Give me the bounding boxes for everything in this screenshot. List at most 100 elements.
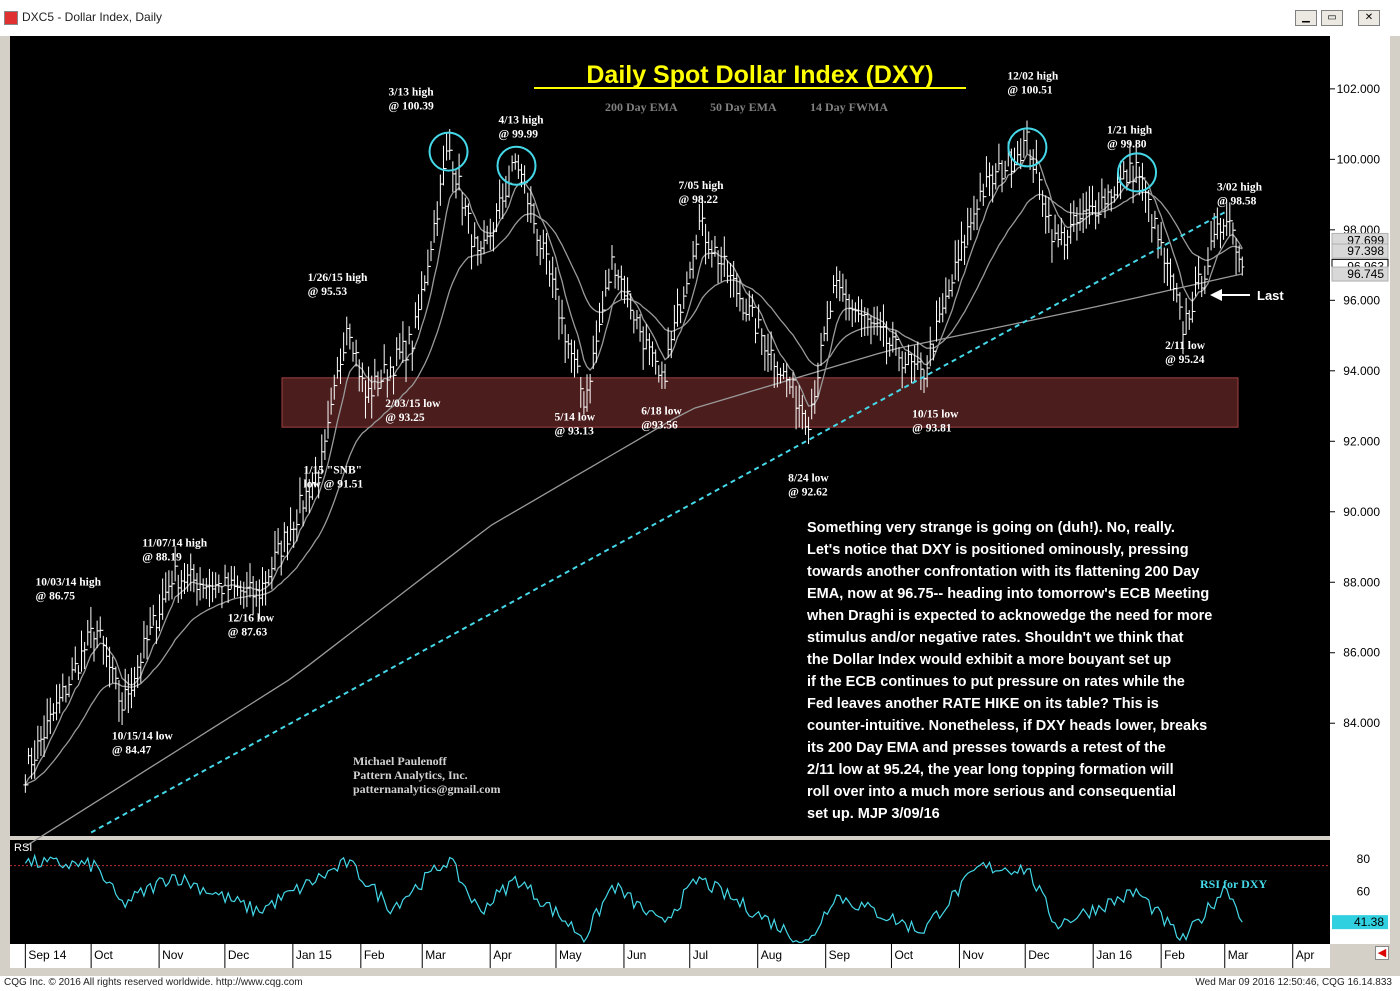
annotation-label: @ 92.62 [788, 486, 828, 498]
ema-200-line [24, 273, 1243, 848]
high-circle [1117, 152, 1158, 193]
annotation-label: @ 93.25 [385, 412, 425, 424]
annotation-label: 11/07/14 high [142, 538, 207, 550]
rsi-panel [10, 840, 1330, 944]
annotation-label: 1/21 high [1107, 124, 1153, 136]
commentary-line: stimulus and/or negative rates. Shouldn'… [807, 630, 1184, 646]
x-tick-label: Jan 16 [1096, 948, 1132, 962]
annotation-label: @ 98.22 [679, 194, 719, 206]
rsi-y-tick-label: 80 [1357, 852, 1371, 866]
x-tick-label: Mar [1228, 948, 1249, 962]
x-tick-label: Oct [894, 948, 913, 962]
annotation-label: 3/13 high [389, 87, 435, 99]
annotation-label: @ 95.24 [1165, 354, 1205, 366]
annotation-label: 6/18 low [641, 405, 682, 417]
restore-button[interactable]: ▭ [1321, 10, 1343, 26]
annotation-label: @ 86.75 [36, 590, 76, 602]
chart-title: Daily Spot Dollar Index (DXY) [586, 61, 933, 89]
annotation-label: @ 95.53 [308, 286, 348, 298]
commentary-line: towards another confrontation with its f… [807, 564, 1199, 580]
y-tick-label: 88.000 [1343, 575, 1380, 589]
x-tick-label: Feb [1164, 948, 1185, 962]
commentary-line: its 200 Day EMA and presses towards a re… [807, 740, 1166, 756]
app-icon [4, 11, 18, 25]
chart-area[interactable]: Daily Spot Dollar Index (DXY) 200 Day EMA… [10, 36, 1390, 976]
x-tick-label: Apr [493, 948, 512, 962]
copyright-text: CQG Inc. © 2016 All rights reserved worl… [4, 977, 303, 988]
commentary-line: if the ECB continues to put pressure on … [807, 674, 1185, 690]
annotation-label: @ 99.80 [1107, 138, 1147, 150]
annotation-label: 1/26/15 high [308, 272, 368, 284]
x-tick-label: Nov [962, 948, 983, 962]
last-arrow-icon [1210, 289, 1222, 301]
y-axis-panel [1330, 36, 1390, 944]
legend-item: 14 Day FWMA [810, 100, 888, 114]
author-credit: Michael Paulenoff [353, 754, 448, 768]
annotation-label: @ 93.13 [554, 425, 594, 437]
commentary-line: roll over into a much more serious and c… [807, 784, 1176, 800]
price-box [1331, 266, 1389, 282]
x-tick-label: Mar [425, 948, 446, 962]
x-tick-label: Feb [364, 948, 385, 962]
rsi-series-label: RSI for DXY [1200, 877, 1267, 891]
minimize-icon: ▁ [1302, 12, 1310, 23]
window-frame [0, 36, 10, 976]
author-credit: patternanalytics@gmail.com [353, 782, 500, 796]
commentary-line: Fed leaves another RATE HIKE on its tabl… [807, 696, 1159, 712]
scroll-left-arrow-icon[interactable]: ◀ [1375, 946, 1389, 960]
restore-icon: ▭ [1327, 12, 1337, 23]
x-tick-label: Jul [693, 948, 708, 962]
rsi-last-box [1332, 915, 1388, 930]
annotation-label: 5/14 low [554, 411, 595, 423]
rsi-last-label: 41.38 [1354, 915, 1384, 929]
annotation-label: 7/05 high [679, 180, 725, 192]
commentary-line: the Dollar Index would exhibit a more bo… [807, 652, 1171, 668]
x-tick-label: Nov [162, 948, 183, 962]
y-tick-label: 90.000 [1343, 505, 1380, 519]
timestamp-text: Wed Mar 09 2016 12:50:46, CQG 16.14.833 [1195, 977, 1392, 988]
x-tick-label: Oct [94, 948, 113, 962]
price-box [1331, 243, 1389, 259]
commentary-line: Something very strange is going on (duh!… [807, 520, 1175, 536]
y-tick-label: 84.000 [1343, 716, 1380, 730]
annotation-label: 2/03/15 low [385, 398, 441, 410]
x-tick-label: Aug [761, 948, 782, 962]
x-tick-label: Sep [829, 948, 851, 962]
annotation-label: @ 98.58 [1217, 195, 1257, 207]
high-circle [496, 145, 537, 186]
commentary-line: 2/11 low at 95.24, the year long topping… [807, 762, 1174, 778]
annotation-label: 8/24 low [788, 472, 829, 484]
y-tick-label: 102.000 [1337, 82, 1381, 96]
annotation-label: @ 93.81 [912, 422, 952, 434]
annotation-label: @ 84.47 [112, 745, 152, 757]
commentary-line: Let's notice that DXY is positioned omin… [807, 542, 1189, 558]
annotation-label: 12/02 high [1007, 70, 1058, 82]
y-tick-label: 96.000 [1343, 293, 1380, 307]
y-tick-label: 100.000 [1337, 152, 1381, 166]
last-label: Last [1257, 288, 1284, 303]
close-button[interactable]: ✕ [1358, 10, 1380, 26]
x-tick-label: Jan 15 [296, 948, 332, 962]
high-circle [428, 131, 469, 172]
annotation-label: @ 100.51 [1007, 84, 1052, 96]
window-title: DXC5 - Dollar Index, Daily [22, 10, 163, 24]
commentary-line: counter-intuitive. Nonetheless, if DXY h… [807, 718, 1207, 734]
y-tick-label: 94.000 [1343, 364, 1380, 378]
annotation-label: 10/03/14 high [36, 576, 102, 588]
commentary-line: EMA, now at 96.75-- heading into tomorro… [807, 586, 1209, 602]
annotation-label: 2/11 low [1165, 340, 1206, 352]
window-titlebar: DXC5 - Dollar Index, Daily ▁ ▭ ✕ [0, 0, 1400, 36]
x-tick-label: Dec [1028, 948, 1049, 962]
close-icon: ✕ [1364, 12, 1374, 23]
support-zone-band [281, 377, 1239, 428]
price-panel [10, 36, 1330, 836]
commentary-line: when Draghi is expected to acknowedge th… [806, 608, 1212, 624]
minimize-button[interactable]: ▁ [1295, 10, 1317, 26]
annotation-label: @ 100.39 [389, 101, 434, 113]
price-box-label: 96.745 [1347, 267, 1384, 281]
annotation-label: 3/02 high [1217, 181, 1263, 193]
annotation-label: @ 88.19 [142, 552, 182, 564]
rsi-panel-label: RSI [14, 842, 32, 854]
author-credit: Pattern Analytics, Inc. [353, 768, 468, 782]
x-tick-label: Apr [1296, 948, 1315, 962]
